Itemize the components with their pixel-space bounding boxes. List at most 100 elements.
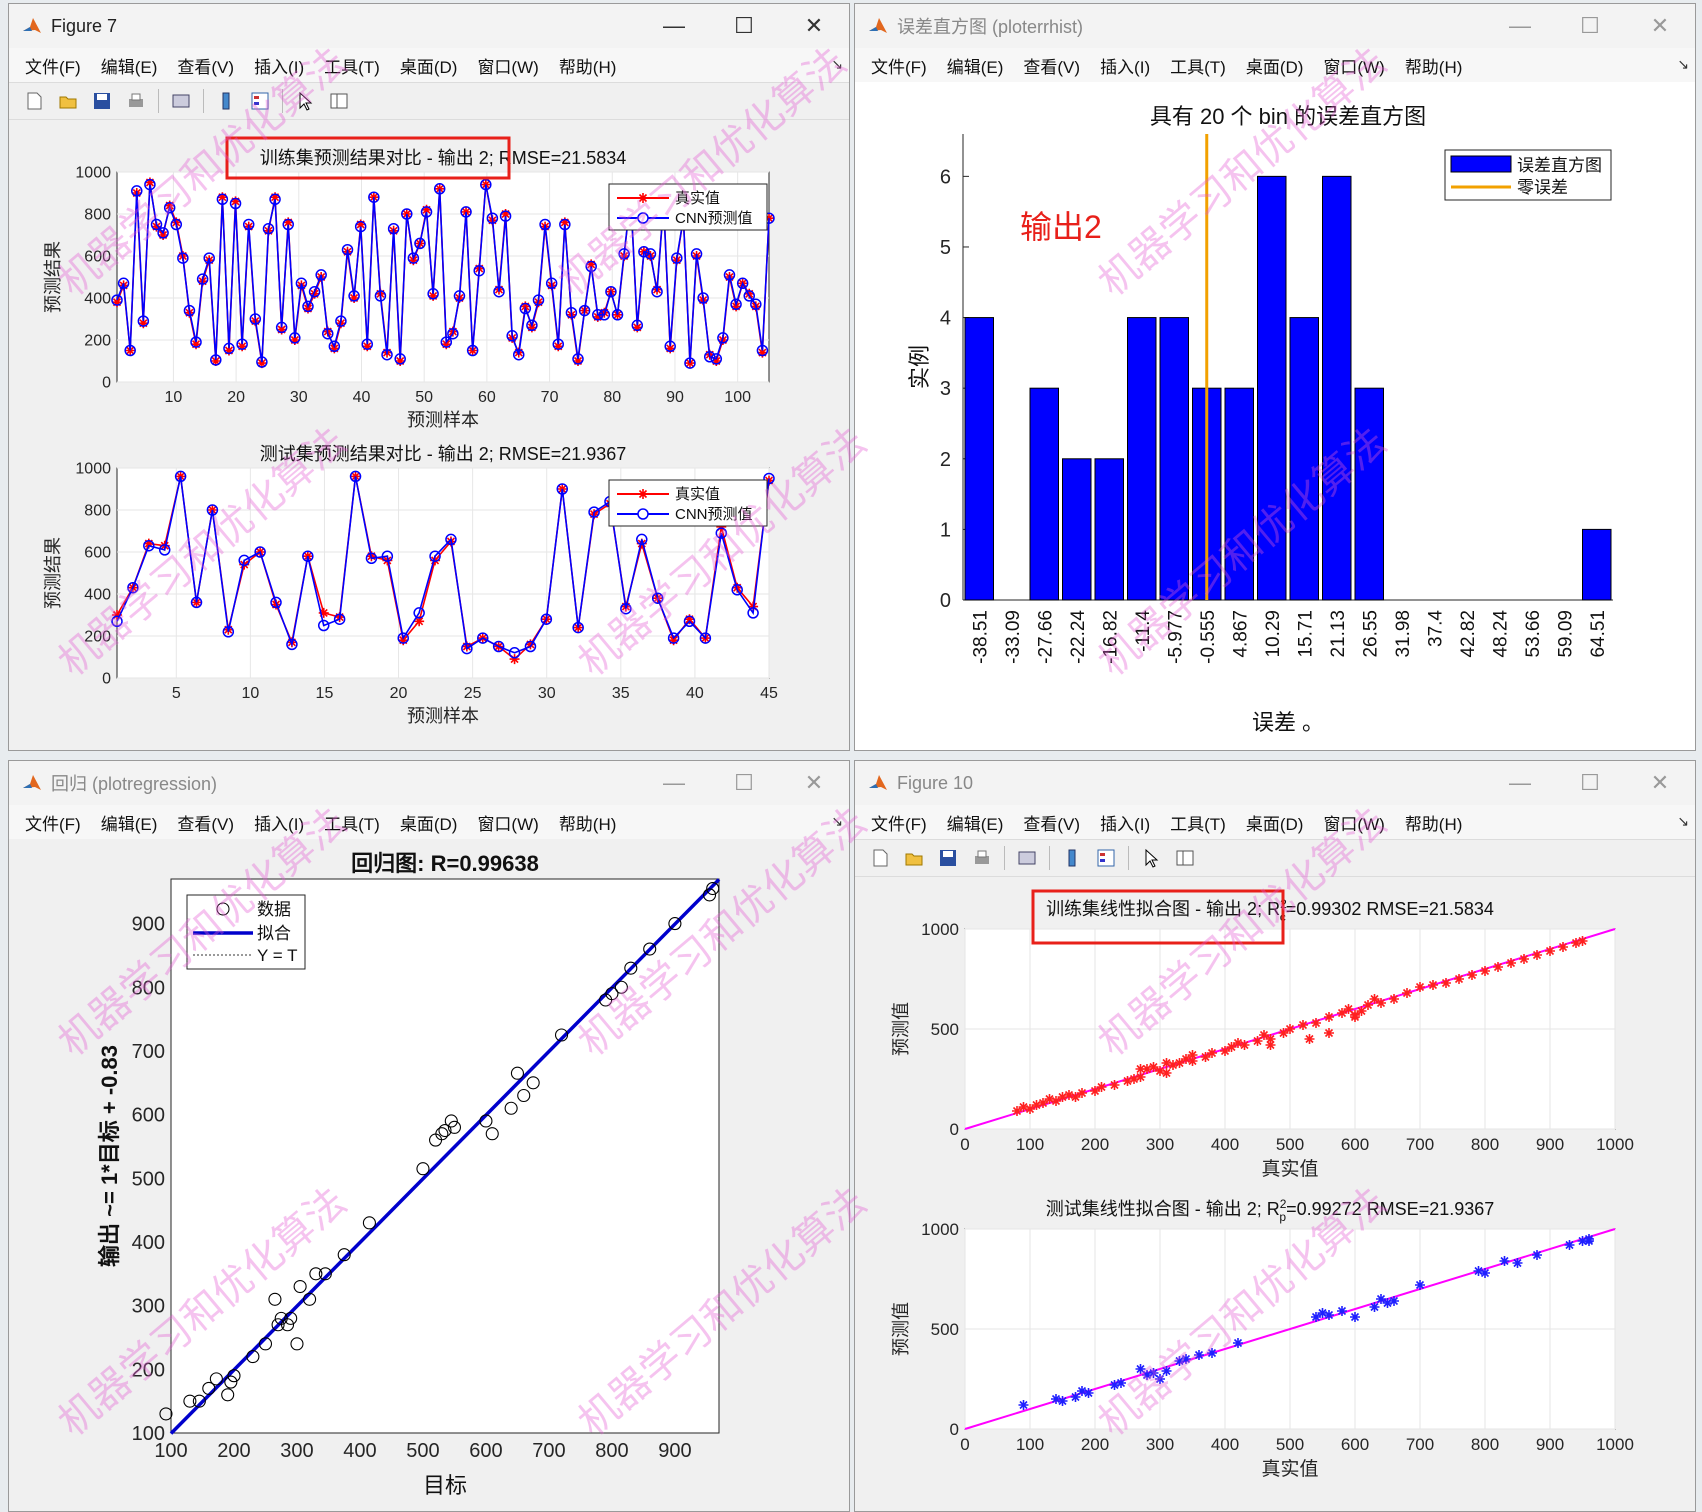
- print-icon[interactable]: [123, 88, 149, 114]
- train-pred-point: [394, 353, 406, 365]
- menu-item[interactable]: 桌面(D): [1245, 814, 1304, 834]
- hist-x-tick-label: 64.51: [1588, 610, 1609, 658]
- testfit-data-point: [1161, 1366, 1172, 1376]
- regr-data-point: [290, 1337, 304, 1351]
- menu-item[interactable]: 文件(F): [25, 814, 81, 834]
- print-icon[interactable]: [969, 845, 995, 871]
- test-y-tick-label: 0: [102, 671, 111, 688]
- colorbar-icon[interactable]: [1059, 845, 1085, 871]
- menu-item[interactable]: 窗口(W): [477, 814, 539, 834]
- testfit-data-point: [1376, 1294, 1386, 1304]
- test-pred-point: [413, 607, 425, 619]
- close-button[interactable]: ✕: [804, 13, 824, 38]
- menu-item[interactable]: 插入(I): [1100, 57, 1151, 77]
- menu-item[interactable]: 编辑(E): [946, 57, 1004, 77]
- dock-arrow-icon[interactable]: ↘: [831, 813, 843, 829]
- menu-item[interactable]: 编辑(E): [946, 814, 1004, 834]
- edit-plot-cursor-icon[interactable]: [1138, 845, 1164, 871]
- regression-canvas: 回归图: R=0.99638 100 200 300 400 500 600 700 800 90…: [97, 851, 721, 1498]
- menu-item[interactable]: 桌面(D): [399, 814, 458, 834]
- minimize-button[interactable]: —: [1509, 770, 1531, 795]
- edit-plot-cursor-icon[interactable]: [292, 88, 318, 114]
- dock-arrow-icon[interactable]: ↘: [831, 56, 843, 72]
- colorbar-icon[interactable]: [213, 88, 239, 114]
- figure10-titlebar[interactable]: Figure 10 — ☐ ✕: [855, 761, 1695, 805]
- close-button[interactable]: ✕: [804, 770, 824, 795]
- menu-item[interactable]: 插入(I): [1100, 814, 1151, 834]
- regr-y-tick-label: 300: [132, 1296, 165, 1318]
- hist-x-tick-label: -22.24: [1068, 610, 1089, 664]
- dock-arrow-icon[interactable]: ↘: [1677, 56, 1689, 72]
- menu-item[interactable]: 文件(F): [25, 57, 81, 77]
- open-file-icon[interactable]: [55, 88, 81, 114]
- menu-item[interactable]: 帮助(H): [558, 57, 617, 77]
- legend-icon[interactable]: [1093, 845, 1119, 871]
- menu-item[interactable]: 工具(T): [324, 57, 380, 77]
- minimize-button[interactable]: —: [663, 770, 685, 795]
- menu-item[interactable]: 工具(T): [1170, 57, 1226, 77]
- maximize-button[interactable]: ☐: [1580, 770, 1600, 795]
- testfit-data-point: [1350, 1312, 1360, 1322]
- menu-item[interactable]: 文件(F): [871, 814, 927, 834]
- menu-item[interactable]: 窗口(W): [477, 57, 539, 77]
- new-figure-icon[interactable]: [21, 88, 47, 114]
- hist-x-tick-label: -11.4: [1133, 610, 1154, 652]
- figure7-titlebar[interactable]: Figure 7 — ☐ ✕: [9, 4, 849, 48]
- maximize-button[interactable]: ☐: [734, 770, 754, 795]
- train-legend-true-label: 真实值: [675, 189, 720, 207]
- link-plot-icon[interactable]: [168, 88, 194, 114]
- train-true-point: [421, 204, 432, 215]
- menu-item[interactable]: 帮助(H): [558, 814, 617, 834]
- close-button[interactable]: ✕: [1650, 770, 1670, 795]
- menu-item[interactable]: 编辑(E): [100, 814, 158, 834]
- menu-item[interactable]: 窗口(W): [1323, 57, 1385, 77]
- testfit-data-point: [1311, 1312, 1321, 1322]
- menu-item[interactable]: 桌面(D): [1245, 57, 1304, 77]
- regression-titlebar[interactable]: 回归 (plotregression) — ☐ ✕: [9, 761, 849, 805]
- close-button[interactable]: ✕: [1650, 13, 1670, 38]
- menu-item[interactable]: 文件(F): [871, 57, 927, 77]
- menu-item[interactable]: 工具(T): [1170, 814, 1226, 834]
- menu-item[interactable]: 帮助(H): [1404, 814, 1463, 834]
- menu-item[interactable]: 窗口(W): [1323, 814, 1385, 834]
- menu-item[interactable]: 查看(V): [1023, 814, 1081, 834]
- test-true-point: [636, 538, 647, 549]
- menu-item[interactable]: 插入(I): [254, 814, 305, 834]
- regr-data-point: [605, 987, 619, 1001]
- histogram-titlebar[interactable]: 误差直方图 (ploterrhist) — ☐ ✕: [855, 4, 1695, 48]
- save-icon[interactable]: [935, 845, 961, 871]
- link-plot-icon[interactable]: [1014, 845, 1040, 871]
- new-figure-icon[interactable]: [867, 845, 893, 871]
- save-icon[interactable]: [89, 88, 115, 114]
- train-true-point: [711, 356, 722, 366]
- hist-x-tick-label: -33.09: [1003, 610, 1024, 664]
- legend-icon[interactable]: [247, 88, 273, 114]
- menu-item[interactable]: 查看(V): [177, 57, 235, 77]
- dock-arrow-icon[interactable]: ↘: [1677, 813, 1689, 829]
- maximize-button[interactable]: ☐: [1580, 13, 1600, 38]
- minimize-button[interactable]: —: [1509, 13, 1531, 38]
- minimize-button[interactable]: —: [663, 13, 685, 38]
- maximize-button[interactable]: ☐: [734, 13, 754, 38]
- test-pred-point: [667, 632, 680, 644]
- hist-y-axis-label: 实例: [907, 345, 932, 389]
- regr-data-point: [668, 917, 682, 931]
- trainfit-x-tick-label: 600: [1341, 1135, 1369, 1154]
- testfit-x-tick-label: 100: [1016, 1435, 1044, 1454]
- hist-bar: [1289, 317, 1319, 601]
- train-pred-point: [131, 185, 143, 197]
- menu-item[interactable]: 插入(I): [254, 57, 305, 77]
- property-inspector-icon[interactable]: [326, 88, 352, 114]
- hist-y-tick-label: 2: [940, 449, 951, 471]
- menu-item[interactable]: 桌面(D): [399, 57, 458, 77]
- menu-item[interactable]: 查看(V): [1023, 57, 1081, 77]
- menu-item[interactable]: 帮助(H): [1404, 57, 1463, 77]
- menu-item[interactable]: 编辑(E): [100, 57, 158, 77]
- menu-item[interactable]: 工具(T): [324, 814, 380, 834]
- trainfit-data-point: [1025, 1104, 1035, 1114]
- train-pred-point: [282, 218, 294, 231]
- train-x-tick-label: 100: [724, 389, 751, 406]
- property-inspector-icon[interactable]: [1172, 845, 1198, 871]
- open-file-icon[interactable]: [901, 845, 927, 871]
- menu-item[interactable]: 查看(V): [177, 814, 235, 834]
